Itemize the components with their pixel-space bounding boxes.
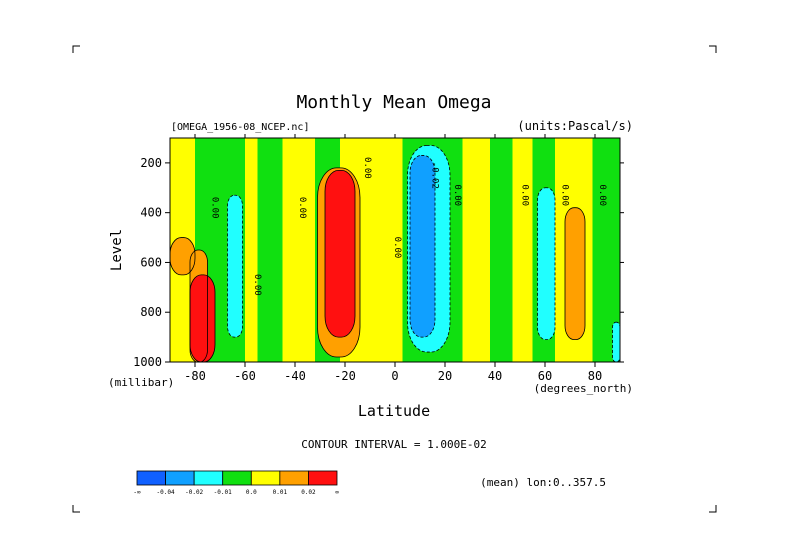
contour-line <box>407 145 451 353</box>
y-tick-label: 400 <box>140 206 162 220</box>
colorbar-swatch <box>136 470 166 486</box>
contour-interval-text: CONTOUR INTERVAL = 1.000E-02 <box>301 438 486 451</box>
contour-region-cell <box>325 170 355 338</box>
contour-value-label: 0.00 <box>362 157 372 179</box>
contour-region-band <box>490 138 513 362</box>
contour-value-label: 0.00 <box>297 197 307 219</box>
colorbar-label: 0.01 <box>273 489 288 496</box>
colorbar-swatch <box>308 470 338 486</box>
colorbar-swatch <box>165 470 195 486</box>
colorbar-label: 0.02 <box>301 489 316 496</box>
subset-text: (mean) lon:0..357.5 <box>480 476 606 489</box>
contour-line <box>612 321 620 362</box>
y-axis-units: (millibar) <box>108 376 174 389</box>
contour-region-band <box>257 138 283 362</box>
colorbar: -∞ -0.04 -0.02 -0.01 0.0 0.01 0.02 ∞ <box>133 470 339 496</box>
contour-region-band <box>512 138 533 362</box>
contour-value-label: 0.00 <box>520 184 530 206</box>
colorbar-swatch <box>279 470 309 486</box>
x-tick-label: 40 <box>488 369 502 383</box>
contour-region-cell <box>190 274 215 362</box>
y-axis-label: Level <box>109 229 125 271</box>
colorbar-label: -0.02 <box>185 489 203 496</box>
dataset-label: [OMEGA_1956-08_NCEP.nc] <box>171 122 309 133</box>
contour-region-cell <box>612 322 620 362</box>
contour-line <box>537 187 556 340</box>
colorbar-swatch <box>193 470 224 486</box>
colorbar-label: 0.0 <box>246 489 257 496</box>
colorbar-label: -0.01 <box>214 489 232 496</box>
colorbar-label: -0.04 <box>157 489 175 496</box>
contour-region-cell <box>537 187 555 340</box>
contour-labels: 0.00 0.00 0.00 0.00 0.00 -0.02 0.00 0.00 0.00 0.0… <box>210 157 608 296</box>
contour-lines <box>170 145 620 362</box>
contour-fill-regions <box>170 138 620 362</box>
contour-value-label: 0.00 <box>452 184 462 206</box>
contour-line <box>324 169 356 338</box>
x-axis: -80 -60 -40 -20 0 20 40 60 80 <box>184 134 602 383</box>
contour-value-label: 0.00 <box>210 197 220 219</box>
y-tick-label: 1000 <box>133 355 162 369</box>
contour-value-label: -0.02 <box>430 162 440 189</box>
contour-line <box>564 207 586 341</box>
contour-value-label: 0.00 <box>560 184 570 206</box>
contour-region-band <box>462 138 490 362</box>
contour-region-band <box>245 138 258 362</box>
colorbar-label: ∞ <box>335 489 339 496</box>
contour-region-cell <box>227 195 243 338</box>
contour-line <box>227 194 243 338</box>
y-tick-label: 200 <box>140 156 162 170</box>
contour-value-label: 0.00 <box>392 237 402 259</box>
colorbar-swatch <box>222 470 252 486</box>
y-axis: 200 400 600 800 1000 <box>133 156 624 369</box>
colorbar-swatch <box>250 470 281 486</box>
x-tick-label: -60 <box>234 369 256 383</box>
contour-value-label: 0.00 <box>252 274 262 296</box>
colorbar-label: -∞ <box>133 489 141 496</box>
contour-line <box>317 167 361 358</box>
x-tick-label: 20 <box>438 369 452 383</box>
y-tick-label: 600 <box>140 255 162 269</box>
contour-region-band <box>282 138 315 362</box>
contour-line <box>189 274 216 362</box>
x-tick-label: 60 <box>538 369 552 383</box>
y-tick-label: 800 <box>140 305 162 319</box>
contour-value-label: 0.00 <box>597 184 607 206</box>
chart-title: Monthly Mean Omega <box>296 92 491 113</box>
x-axis-units: (degrees_north) <box>534 382 633 395</box>
contour-region-cell <box>565 207 585 340</box>
page-corner-marks <box>72 45 717 513</box>
units-label: (units:Pascal/s) <box>517 119 633 133</box>
x-tick-label: -80 <box>184 369 206 383</box>
contour-region-cell <box>170 237 195 275</box>
x-tick-label: 0 <box>391 369 398 383</box>
contour-region-cell <box>410 155 435 338</box>
x-axis-label: Latitude <box>358 402 430 420</box>
x-tick-label: -40 <box>284 369 306 383</box>
x-tick-label: -20 <box>334 369 356 383</box>
contour-line <box>170 237 196 276</box>
x-tick-label: 80 <box>588 369 602 383</box>
contour-line <box>409 155 436 338</box>
